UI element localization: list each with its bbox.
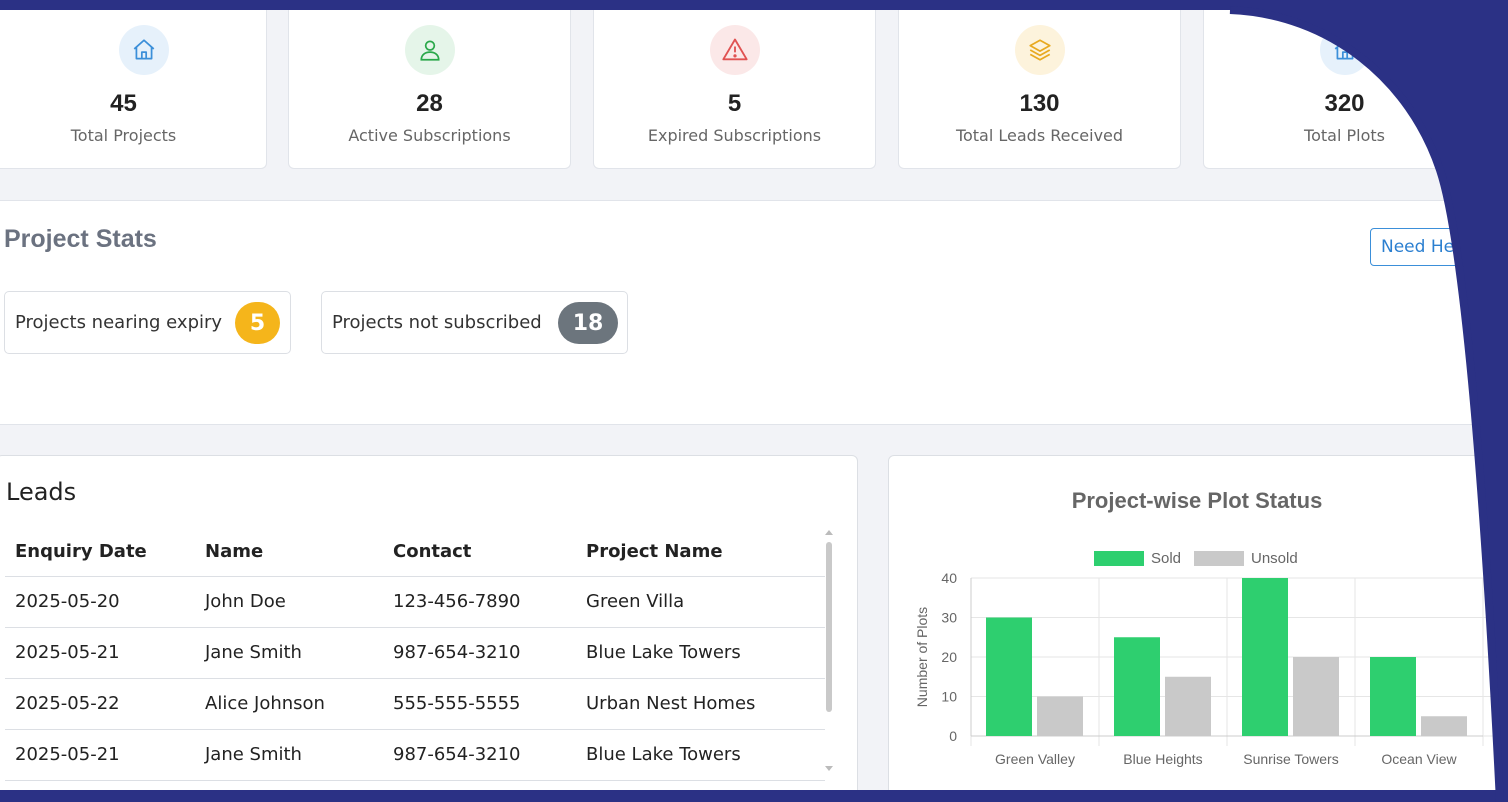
stat-card: 320 Total Plots: [1203, 10, 1486, 169]
leads-table: Enquiry Date Name Contact Project Name 2025…: [5, 528, 825, 781]
table-cell: 2025-05-21: [5, 729, 195, 781]
legend-label: Sold: [1151, 550, 1181, 567]
scrollbar-thumb[interactable]: [826, 542, 832, 712]
table-cell: 2025-05-22: [5, 678, 195, 730]
table-row[interactable]: 2025-05-22 Alice Johnson 555-555-5555 Urban…: [5, 678, 825, 730]
x-tick-label: Blue Heights: [1123, 751, 1202, 767]
nearing-expiry-badge: 5: [235, 302, 280, 344]
y-tick-label: 40: [941, 570, 957, 586]
stat-label: Expired Subscriptions: [647, 126, 822, 145]
stat-card: 130 Total Leads Received: [898, 10, 1181, 169]
table-cell: Jane Smith: [195, 627, 383, 679]
table-cell: Jane Smith: [195, 729, 383, 781]
plot-status-chart: 0 10 20 30 40 Green Valley Blue Heights Sunrise…: [914, 550, 1503, 767]
user-icon: [404, 25, 455, 75]
table-cell: John Doe: [195, 576, 383, 628]
column-header[interactable]: Name: [195, 528, 383, 577]
table-cell: Alice Johnson: [195, 678, 383, 730]
y-tick-label: 30: [941, 610, 957, 626]
table-row[interactable]: 2025-05-21 Jane Smith 987-654-3210 Blue Lak…: [5, 627, 825, 679]
stat-card: 5 Expired Subscriptions: [593, 10, 876, 169]
project-stats-panel: Project Stats Need Help Projects nearing…: [0, 200, 1508, 425]
not-subscribed-label: Projects not subscribed: [332, 312, 542, 333]
leads-title: Leads: [6, 478, 77, 506]
scroll-up-arrow-icon[interactable]: [825, 530, 833, 535]
column-header[interactable]: Project Name: [576, 528, 825, 577]
stat-value: 45: [110, 90, 137, 117]
table-cell: Urban Nest Homes: [576, 678, 825, 730]
table-cell: 987-654-3210: [383, 729, 576, 781]
table-cell: 2025-05-20: [5, 576, 195, 628]
bar-sold: [986, 617, 1032, 736]
home-icon: [118, 25, 169, 75]
y-tick-label: 20: [941, 649, 957, 665]
y-tick-label: 0: [949, 728, 957, 744]
bar-sold: [1370, 657, 1416, 736]
legend-swatch: [1194, 551, 1244, 566]
leads-scrollbar[interactable]: [824, 528, 834, 778]
table-cell: 123-456-7890: [383, 576, 576, 628]
x-tick-label: Sunrise Towers: [1243, 751, 1338, 767]
home-icon: [1319, 25, 1370, 75]
x-tick-label: Green Valley: [995, 751, 1075, 767]
table-row[interactable]: 2025-05-21 Jane Smith 987-654-3210 Blue Lak…: [5, 729, 825, 781]
column-header[interactable]: Contact: [383, 528, 576, 577]
stat-value: 5: [727, 90, 742, 117]
stat-card: 45 Total Projects: [0, 10, 267, 169]
bar-sold: [1242, 578, 1288, 736]
bar-unsold: [1165, 676, 1211, 736]
project-stats-title: Project Stats: [4, 225, 157, 253]
y-tick-label: 10: [941, 689, 957, 705]
warning-icon: [709, 25, 760, 75]
leads-header-row: Enquiry Date Name Contact Project Name: [5, 528, 825, 577]
table-cell: Blue Lake Towers: [576, 627, 825, 679]
stat-label: Total Leads Received: [955, 126, 1124, 145]
layers-icon: [1014, 25, 1065, 75]
stat-value: 320: [1324, 90, 1365, 117]
stat-label: Total Projects: [70, 126, 177, 145]
stat-value: 28: [416, 90, 443, 117]
bar-unsold: [1037, 696, 1083, 736]
y-axis-label: Number of Plots: [914, 607, 930, 707]
bar-unsold: [1421, 716, 1467, 736]
column-header[interactable]: Enquiry Date: [5, 528, 195, 577]
stat-card: 28 Active Subscriptions: [288, 10, 571, 169]
not-subscribed-badge: 18: [558, 302, 618, 344]
table-cell: 987-654-3210: [383, 627, 576, 679]
legend-swatch: [1094, 551, 1144, 566]
leads-panel: Leads Enquiry Date Name Contact Project Nam…: [0, 455, 858, 790]
table-cell: 2025-05-21: [5, 627, 195, 679]
plot-status-chart-panel: Project-wise Plot Status 0 10 20 30 40 Green …: [888, 455, 1508, 790]
table-row[interactable]: 2025-05-20 John Doe 123-456-7890 Green Vill…: [5, 576, 825, 628]
stat-label: Total Plots: [1304, 126, 1385, 145]
bar-unsold: [1293, 657, 1339, 736]
scroll-down-arrow-icon[interactable]: [825, 766, 833, 771]
nearing-expiry-label: Projects nearing expiry: [15, 312, 223, 333]
projects-nearing-expiry[interactable]: Projects nearing expiry 5: [4, 291, 291, 354]
table-cell: Blue Lake Towers: [576, 729, 825, 781]
bar-sold: [1114, 637, 1160, 736]
stat-value: 130: [1019, 90, 1060, 117]
x-tick-label: Ocean View: [1381, 751, 1457, 767]
dashboard-page: 45 Total Projects 28 Active Subscriptions 5 E…: [0, 10, 1508, 790]
projects-not-subscribed[interactable]: Projects not subscribed 18: [321, 291, 628, 354]
legend-label: Unsold: [1251, 550, 1298, 567]
table-cell: 555-555-5555: [383, 678, 576, 730]
need-help-button[interactable]: Need Help: [1370, 228, 1480, 266]
stat-label: Active Subscriptions: [348, 126, 511, 145]
table-cell: Green Villa: [576, 576, 825, 628]
